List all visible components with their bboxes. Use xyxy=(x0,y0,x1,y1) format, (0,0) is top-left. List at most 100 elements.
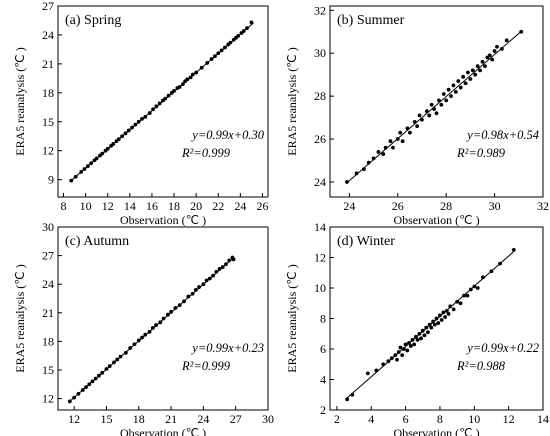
data-point xyxy=(391,145,395,150)
data-point xyxy=(123,131,128,136)
data-point xyxy=(100,370,105,375)
data-point xyxy=(150,326,155,330)
data-point xyxy=(395,137,400,141)
data-point xyxy=(480,275,485,280)
data-point xyxy=(480,59,485,64)
regression-equation: y=0.98x+0.54 xyxy=(465,128,539,142)
data-point xyxy=(241,29,246,33)
data-point xyxy=(345,180,349,184)
data-point xyxy=(133,122,138,127)
x-tick-label: 18 xyxy=(168,199,180,213)
data-point xyxy=(107,364,112,369)
data-point xyxy=(393,353,398,357)
data-point xyxy=(177,303,182,308)
data-point xyxy=(224,262,228,267)
data-point xyxy=(511,247,516,252)
data-point xyxy=(143,332,148,337)
data-point xyxy=(419,336,423,341)
data-point xyxy=(383,145,388,150)
data-point xyxy=(438,313,442,318)
data-point xyxy=(115,357,120,362)
data-point xyxy=(420,328,425,333)
data-point xyxy=(67,399,72,404)
data-point xyxy=(100,151,105,156)
data-point xyxy=(498,261,502,266)
data-point xyxy=(463,81,468,86)
data-point xyxy=(449,94,453,99)
y-tick-label: 6 xyxy=(320,342,326,356)
data-point xyxy=(118,354,123,359)
x-tick-label: 6 xyxy=(403,412,409,426)
data-point xyxy=(228,40,233,45)
data-point xyxy=(158,320,163,325)
r-squared-label: R²=0.988 xyxy=(456,359,506,373)
y-tick-label: 9 xyxy=(48,173,54,187)
data-point xyxy=(490,57,495,62)
data-point xyxy=(443,315,447,319)
data-point xyxy=(429,325,434,330)
data-point xyxy=(151,107,155,112)
data-point xyxy=(417,331,422,336)
data-point xyxy=(354,171,359,176)
data-point xyxy=(426,330,430,335)
data-point xyxy=(120,134,125,139)
data-point xyxy=(432,322,437,327)
x-tick-label: 26 xyxy=(256,199,268,213)
y-tick-label: 18 xyxy=(42,86,54,100)
data-point xyxy=(478,68,482,73)
data-point xyxy=(420,117,424,122)
data-point xyxy=(97,373,101,378)
data-point xyxy=(80,388,85,392)
y-tick-label: 32 xyxy=(314,3,326,17)
data-point xyxy=(209,57,214,61)
data-point xyxy=(216,51,221,56)
x-tick-label: 12 xyxy=(102,199,114,213)
data-point xyxy=(161,316,166,321)
data-point xyxy=(446,87,451,92)
data-point xyxy=(85,164,90,169)
data-point xyxy=(398,130,403,135)
regression-line xyxy=(346,30,522,184)
regression-equation: y=0.99x+0.23 xyxy=(190,341,264,355)
r-squared-label: R²=0.989 xyxy=(456,146,506,160)
data-point xyxy=(458,301,463,306)
data-point xyxy=(415,124,420,129)
y-tick-label: 2 xyxy=(320,403,326,417)
data-point xyxy=(451,307,456,312)
x-tick-label: 2 xyxy=(334,412,340,426)
y-tick-label: 12 xyxy=(42,144,54,158)
data-point xyxy=(386,359,391,364)
data-point xyxy=(448,304,453,309)
data-point xyxy=(434,316,439,321)
y-tick-label: 15 xyxy=(42,115,54,129)
x-tick-label: 15 xyxy=(100,412,112,426)
data-point xyxy=(412,119,417,124)
x-axis-title: Observation (℃ ) xyxy=(393,426,479,436)
data-point xyxy=(489,269,494,274)
y-tick-label: 27 xyxy=(42,0,54,13)
x-axis-title: Observation (℃ ) xyxy=(120,213,206,227)
data-point xyxy=(204,278,209,283)
data-point xyxy=(415,337,420,342)
data-point xyxy=(461,74,466,79)
panel-title-spring: (a) Spring xyxy=(65,13,121,28)
x-tick-label: 24 xyxy=(343,199,355,213)
data-point xyxy=(468,77,473,81)
data-point xyxy=(154,323,158,328)
x-tick-label: 16 xyxy=(146,199,158,213)
plot-frame xyxy=(57,5,269,198)
data-point xyxy=(441,92,446,96)
regression-equation: y=0.99x+0.22 xyxy=(465,341,539,355)
y-tick-label: 26 xyxy=(314,132,326,146)
y-tick-label: 21 xyxy=(42,306,54,320)
y-tick-label: 12 xyxy=(314,251,326,265)
data-point xyxy=(128,346,133,350)
x-tick-label: 14 xyxy=(537,412,549,426)
data-point xyxy=(472,284,477,289)
data-point xyxy=(405,126,410,131)
data-point xyxy=(427,113,432,118)
data-point xyxy=(400,353,405,357)
data-point xyxy=(401,347,406,351)
data-point xyxy=(147,111,152,115)
